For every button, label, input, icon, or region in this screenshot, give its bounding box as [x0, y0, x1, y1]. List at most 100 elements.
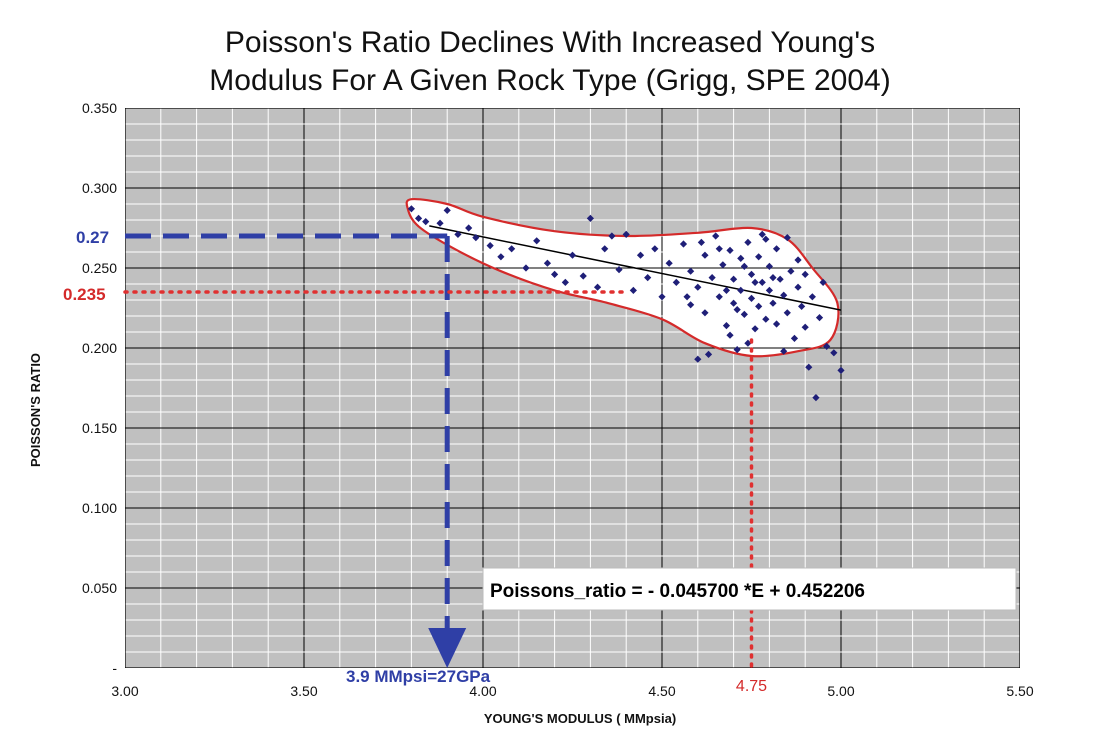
chart-title-line-2: Modulus For A Given Rock Type (Grigg, SP…	[209, 64, 891, 97]
x-tick-label: 4.50	[648, 683, 675, 699]
data-point	[765, 262, 773, 270]
data-point	[665, 259, 673, 267]
data-point	[740, 262, 748, 270]
data-point	[783, 234, 791, 242]
data-point	[522, 264, 530, 272]
data-point	[762, 235, 770, 243]
data-point	[701, 251, 709, 259]
blue-arrow-head	[428, 628, 467, 668]
data-point	[407, 205, 415, 213]
data-point	[726, 331, 734, 339]
data-point	[694, 283, 702, 291]
data-point	[533, 237, 541, 245]
data-point	[683, 293, 691, 301]
y-tick-label: 0.250	[82, 260, 117, 276]
data-point	[801, 270, 809, 278]
data-point	[823, 342, 831, 350]
data-point	[790, 334, 799, 342]
y-tick-label: -	[112, 660, 117, 676]
data-point	[486, 242, 494, 250]
data-point	[579, 272, 587, 280]
data-point	[726, 246, 734, 254]
data-point	[837, 366, 845, 374]
x-blue-annotation: 3.9 MMpsi=27GPa	[346, 667, 491, 686]
data-point	[776, 275, 784, 283]
data-point	[794, 256, 802, 264]
x-red-annotation: 4.75	[736, 678, 767, 695]
y-tick-label: 0.350	[82, 100, 117, 116]
data-point	[730, 275, 738, 283]
y-tick-label: 0.200	[82, 340, 117, 356]
data-point	[622, 230, 630, 238]
data-point	[755, 253, 763, 261]
y-red-annotation: 0.235	[63, 285, 106, 304]
data-point	[758, 278, 766, 286]
data-point	[798, 302, 806, 310]
x-tick-label: 4.00	[469, 683, 496, 699]
chart-title-line-1: Poisson's Ratio Declines With Increased …	[224, 26, 876, 59]
data-point	[672, 278, 680, 286]
y-tick-label: 0.100	[82, 500, 117, 516]
data-point	[830, 349, 838, 357]
x-tick-label: 3.00	[111, 683, 138, 699]
data-point	[414, 214, 423, 222]
data-point	[497, 253, 505, 261]
data-point	[701, 309, 709, 317]
data-point	[787, 267, 795, 275]
x-tick-label: 5.50	[1006, 683, 1033, 699]
data-point	[694, 355, 702, 363]
data-point	[651, 245, 659, 253]
data-point	[508, 245, 516, 253]
data-point	[744, 339, 752, 347]
x-tick-label: 5.00	[827, 683, 854, 699]
data-point	[794, 283, 802, 291]
data-point	[762, 315, 770, 323]
data-point	[812, 394, 820, 402]
data-point	[708, 274, 716, 282]
data-point	[687, 267, 695, 275]
data-point	[758, 230, 766, 238]
data-point	[719, 261, 727, 269]
data-point	[780, 347, 788, 355]
data-point	[615, 266, 623, 274]
data-point	[712, 232, 720, 240]
data-point	[722, 322, 731, 330]
data-point	[801, 323, 809, 331]
data-point	[679, 240, 688, 248]
envelope-outline	[405, 197, 840, 358]
data-point	[815, 314, 824, 322]
data-point	[819, 278, 827, 286]
trendline	[429, 225, 842, 311]
data-point	[422, 218, 430, 226]
x-tick-label: 3.50	[290, 683, 317, 699]
data-point	[805, 363, 813, 371]
data-point	[733, 306, 741, 314]
data-point	[629, 286, 637, 294]
data-point	[780, 291, 788, 299]
data-point	[769, 299, 777, 307]
y-axis-label: POISSON'S RATIO	[28, 353, 43, 467]
equation-text: Poissons_ratio = - 0.045700 *E + 0.45220…	[490, 581, 865, 602]
data-point	[808, 293, 816, 301]
data-point	[454, 230, 462, 238]
x-axis-label: YOUNG'S MODULUS ( MMpsia)	[484, 711, 676, 726]
data-point	[561, 278, 569, 286]
data-point	[737, 286, 745, 294]
data-point	[715, 245, 723, 253]
data-point	[704, 350, 713, 358]
data-point	[765, 286, 773, 294]
data-point	[744, 238, 752, 246]
data-point	[740, 310, 748, 318]
data-point	[436, 219, 444, 227]
data-point	[769, 274, 777, 282]
data-point	[737, 254, 745, 262]
y-tick-label: 0.150	[82, 420, 117, 436]
equation-box	[482, 567, 1017, 611]
data-point	[568, 251, 577, 259]
data-point	[586, 214, 594, 222]
data-point	[543, 259, 552, 267]
data-point	[772, 245, 781, 253]
y-tick-label: 0.300	[82, 180, 117, 196]
data-point	[730, 299, 738, 307]
